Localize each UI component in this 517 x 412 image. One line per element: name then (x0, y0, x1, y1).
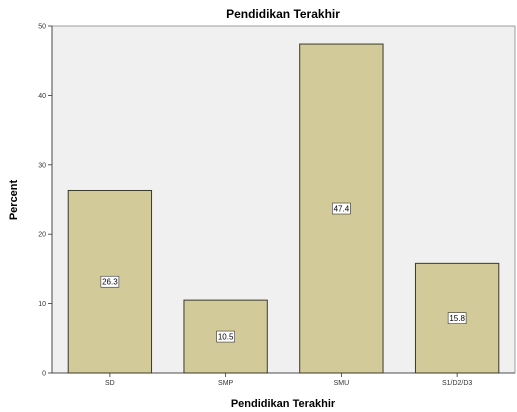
data-label: 47.4 (334, 205, 350, 214)
y-tick-label: 50 (38, 24, 46, 31)
data-label-box (332, 202, 351, 215)
bars: 26.3 10.5 47.4 15.8 (67, 43, 500, 374)
data-label-box (216, 330, 235, 343)
data-label-box (447, 312, 467, 324)
y-tick-label: 0 (42, 371, 46, 378)
x-tick-label: SMU (334, 380, 350, 387)
x-tick-label: SD (105, 380, 115, 387)
y-tick-label: 40 (38, 93, 46, 100)
x-tick-label: SMP (218, 380, 234, 387)
y-tick-label: 20 (38, 232, 46, 239)
y-axis: 0 10 20 30 40 50 (38, 24, 53, 378)
chart-title: Pendidikan Terakhir (226, 7, 340, 21)
data-label-box (100, 275, 120, 288)
x-axis-label: Pendidikan Terakhir (231, 398, 336, 410)
x-tick-label: S1/D2/D3 (442, 380, 472, 387)
y-tick-label: 10 (38, 301, 46, 308)
data-label: 15.8 (449, 314, 465, 323)
data-label: 10.5 (218, 333, 234, 342)
y-tick-label: 30 (38, 162, 46, 169)
y-axis-label: Percent (8, 179, 20, 220)
data-label: 26.3 (102, 278, 118, 287)
x-axis: SD SMP SMU S1/D2/D3 (52, 372, 515, 387)
